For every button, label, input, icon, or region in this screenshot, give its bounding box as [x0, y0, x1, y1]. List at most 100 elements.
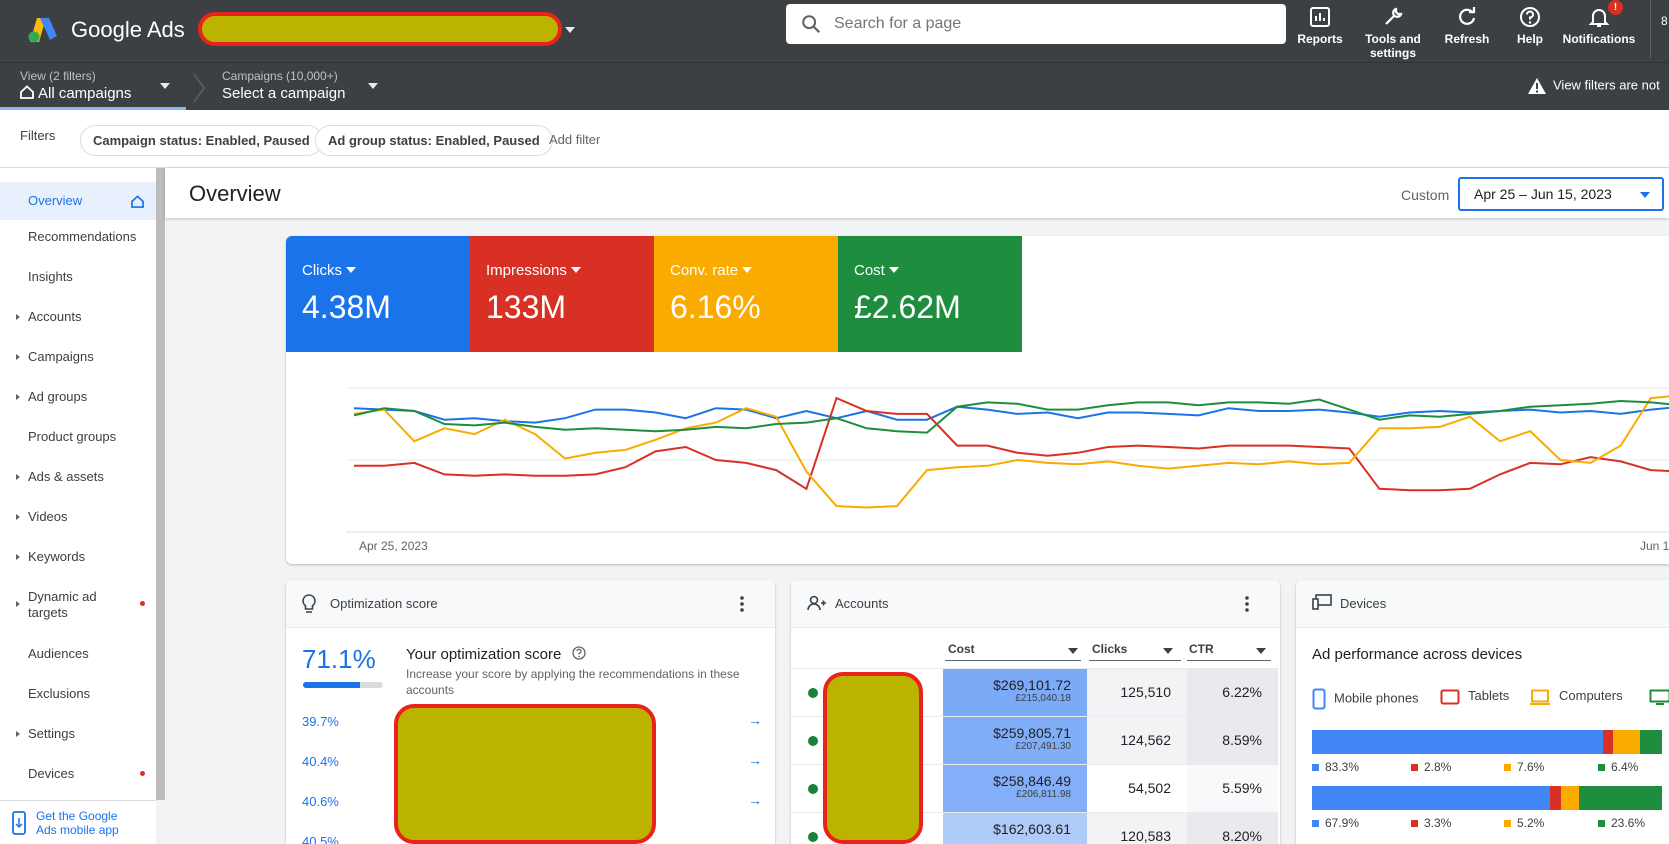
account-score-link[interactable]: 40.5% — [302, 834, 339, 844]
filter-chip-campaign-status[interactable]: Campaign status: Enabled, Paused — [80, 125, 323, 156]
column-sort-icon[interactable] — [1163, 648, 1173, 654]
filter-bar: Filters Campaign status: Enabled, Paused… — [0, 110, 1669, 168]
metric-conv-rate[interactable]: Conv. rate 6.16% — [654, 236, 838, 352]
column-header-label: Cost — [948, 642, 975, 656]
optimization-score-bar — [303, 682, 383, 688]
filter-chip-ad-group-status[interactable]: Ad group status: Enabled, Paused — [315, 125, 553, 156]
metric-impressions[interactable]: Impressions 133M — [470, 236, 654, 352]
table-row[interactable]: $259,805.71 £207,491.30 124,562 8.59% — [791, 716, 1278, 765]
performance-line-chart[interactable]: Apr 25, 2023 Jun 1 — [286, 352, 1669, 564]
sidebar-item-insights[interactable]: Insights — [0, 269, 156, 285]
date-range-selector[interactable]: Apr 25 – Jun 15, 2023 — [1458, 177, 1664, 211]
table-row[interactable]: $258,846.49 £206,811.98 54,502 5.59% — [791, 764, 1278, 813]
card-header: Optimization score — [286, 580, 775, 628]
account-overflow[interactable]: 8 — [1661, 14, 1668, 28]
page-search[interactable] — [786, 4, 1286, 44]
account-score-link[interactable]: 40.4% — [302, 754, 339, 769]
sidebar-item-dynamic-ad-targets[interactable]: Dynamic ad targets — [0, 589, 156, 621]
column-sort-icon[interactable] — [1068, 648, 1078, 654]
brand-name: Google Ads — [71, 17, 185, 42]
sidebar-item-settings[interactable]: Settings — [0, 726, 156, 742]
cost-usd: $269,101.72 — [993, 677, 1071, 693]
column-sort-icon[interactable] — [1256, 648, 1266, 654]
column-header-ctr[interactable]: CTR — [1189, 642, 1214, 656]
help-icon[interactable] — [571, 646, 586, 660]
sidebar-item-product-groups[interactable]: Product groups — [0, 429, 156, 445]
tools-settings-button[interactable]: Tools and settings — [1358, 4, 1428, 60]
optimization-score-value: 71.1% — [302, 644, 376, 674]
series-line-conv-rate — [353, 395, 1669, 509]
sidebar-item-label: Product groups — [28, 429, 117, 444]
cost-cell: $258,846.49 £206,811.98 — [943, 765, 1087, 813]
arrow-right-icon[interactable]: → — [748, 752, 762, 768]
sidebar-item-recommendations[interactable]: Recommendations — [0, 229, 156, 245]
legend-label: Computers — [1559, 688, 1623, 703]
reports-label: Reports — [1297, 32, 1343, 46]
more-options-icon[interactable] — [740, 596, 744, 612]
tv-icon — [1649, 689, 1669, 705]
top-bar: Google Ads Reports Tools and settings Re… — [0, 0, 1669, 62]
percent-text: 5.2% — [1517, 816, 1545, 830]
metric-value: 4.38M — [302, 289, 391, 325]
sidebar-item-ad-groups[interactable]: Ad groups — [0, 389, 156, 405]
cost-cell: $259,805.71 £207,491.30 — [943, 717, 1087, 765]
sidebar-item-label: Audiences — [28, 646, 89, 661]
legend-swatch — [1504, 820, 1511, 828]
legend-tablets[interactable]: Tablets — [1440, 688, 1509, 705]
sidebar-item-ads-assets[interactable]: Ads & assets — [0, 469, 156, 485]
page-title: Overview — [189, 181, 281, 206]
arrow-right-icon[interactable]: → — [748, 792, 762, 808]
device-bar[interactable] — [1312, 730, 1662, 754]
account-score-link[interactable]: 40.6% — [302, 794, 339, 809]
overview-header: Overview Custom Apr 25 – Jun 15, 2023 — [165, 168, 1669, 218]
sidebar-item-accounts[interactable]: Accounts — [0, 309, 156, 325]
tools-settings-label: Tools and settings — [1365, 32, 1421, 60]
device-bar-segment — [1312, 730, 1604, 754]
column-header-clicks[interactable]: Clicks — [1092, 642, 1127, 656]
lightbulb-icon — [302, 594, 316, 613]
metric-dropdown-icon — [742, 267, 753, 273]
reports-button[interactable]: Reports — [1290, 4, 1350, 46]
account-dropdown-icon[interactable] — [565, 27, 575, 33]
sidebar-item-overview[interactable]: Overview — [0, 182, 156, 220]
sidebar-item-keywords[interactable]: Keywords — [0, 549, 156, 565]
column-underline — [1187, 660, 1271, 661]
view-dropdown-icon[interactable] — [160, 83, 170, 89]
metric-cost[interactable]: Cost £2.62M — [838, 236, 1022, 352]
campaigns-label: Campaigns (10,000+) — [222, 69, 338, 83]
campaign-dropdown-icon[interactable] — [368, 83, 378, 89]
mobile-app-promo[interactable]: Get the Google Ads mobile app — [0, 800, 156, 844]
metric-clicks[interactable]: Clicks 4.38M — [286, 236, 470, 352]
sidebar-item-exclusions[interactable]: Exclusions — [0, 686, 156, 702]
device-bar-segment — [1549, 786, 1562, 810]
devices-icon — [1312, 594, 1332, 610]
google-ads-logo[interactable] — [28, 16, 58, 43]
refresh-button[interactable]: Refresh — [1437, 4, 1497, 46]
table-row[interactable]: $269,101.72 £215,040.18 125,510 6.22% — [791, 668, 1278, 717]
notifications-button[interactable]: ! Notifications — [1560, 0, 1638, 46]
sidebar-item-videos[interactable]: Videos — [0, 509, 156, 525]
device-bar[interactable] — [1312, 786, 1662, 810]
legend-computers[interactable]: Computers — [1529, 688, 1623, 705]
table-row[interactable]: $162,603.61 120,583 8.20% — [791, 812, 1278, 844]
legend-tv-screens[interactable] — [1649, 688, 1669, 705]
sidebar-item-campaigns[interactable]: Campaigns — [0, 349, 156, 365]
more-options-icon[interactable] — [1245, 596, 1249, 612]
percent-text: 7.6% — [1517, 760, 1545, 774]
sidebar-scrollbar[interactable] — [156, 168, 165, 800]
arrow-right-icon[interactable]: → — [748, 712, 762, 728]
sidebar-item-audiences[interactable]: Audiences — [0, 646, 156, 662]
column-header-cost[interactable]: Cost — [948, 642, 975, 656]
account-score-link[interactable]: 39.7% — [302, 714, 339, 729]
search-input[interactable] — [834, 4, 1274, 44]
legend-mobile-phones[interactable]: Mobile phones — [1312, 688, 1419, 710]
home-icon — [131, 195, 144, 208]
add-filter-button[interactable]: Add filter — [549, 132, 601, 147]
view-selector[interactable]: View (2 filters) All campaigns — [20, 69, 131, 102]
campaign-selector[interactable]: Campaigns (10,000+) Select a campaign — [222, 69, 345, 102]
device-percent-label: 6.4% — [1598, 760, 1638, 774]
optimization-heading-text: Your optimization score — [406, 646, 562, 663]
help-button[interactable]: Help — [1508, 4, 1552, 46]
sidebar-item-devices[interactable]: Devices — [0, 766, 156, 782]
device-percent-label: 5.2% — [1504, 816, 1544, 830]
